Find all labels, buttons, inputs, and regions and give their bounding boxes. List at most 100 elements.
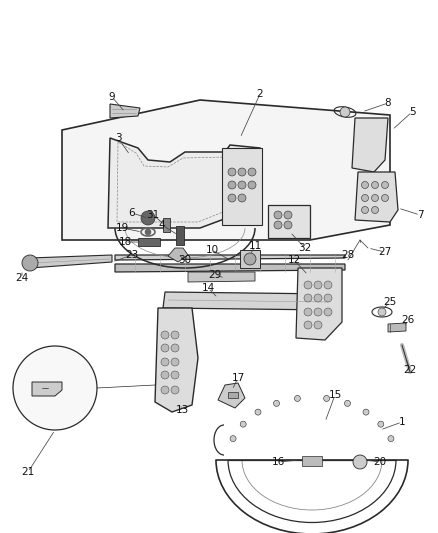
Text: 26: 26 <box>401 315 415 325</box>
Polygon shape <box>163 292 332 310</box>
Text: 10: 10 <box>205 245 219 255</box>
Circle shape <box>171 371 179 379</box>
Polygon shape <box>155 308 198 412</box>
Circle shape <box>171 344 179 352</box>
Polygon shape <box>228 392 238 398</box>
Text: 19: 19 <box>115 223 129 233</box>
Circle shape <box>388 435 394 442</box>
Circle shape <box>228 168 236 176</box>
Circle shape <box>324 281 332 289</box>
Circle shape <box>381 195 389 201</box>
Text: 17: 17 <box>231 373 245 383</box>
Circle shape <box>304 308 312 316</box>
Polygon shape <box>268 205 310 238</box>
Text: 25: 25 <box>383 297 397 307</box>
Polygon shape <box>163 218 170 232</box>
Text: 20: 20 <box>374 457 387 467</box>
Circle shape <box>238 168 246 176</box>
Circle shape <box>304 281 312 289</box>
Circle shape <box>378 421 384 427</box>
Circle shape <box>314 321 322 329</box>
Circle shape <box>171 331 179 339</box>
Circle shape <box>304 294 312 302</box>
Circle shape <box>244 253 256 265</box>
Text: 3: 3 <box>115 133 121 143</box>
Circle shape <box>284 221 292 229</box>
Circle shape <box>161 344 169 352</box>
Text: 15: 15 <box>328 390 342 400</box>
Text: 11: 11 <box>248 241 261 251</box>
Text: 28: 28 <box>341 250 355 260</box>
Text: 1: 1 <box>399 417 405 427</box>
Circle shape <box>340 107 350 117</box>
Polygon shape <box>176 226 184 245</box>
Polygon shape <box>352 118 388 172</box>
Polygon shape <box>388 323 406 332</box>
Text: 21: 21 <box>21 467 35 477</box>
Circle shape <box>274 221 282 229</box>
Circle shape <box>324 308 332 316</box>
Polygon shape <box>62 100 390 240</box>
Polygon shape <box>32 382 62 396</box>
Circle shape <box>371 195 378 201</box>
Polygon shape <box>168 248 188 262</box>
Circle shape <box>171 358 179 366</box>
Text: 4: 4 <box>159 220 165 230</box>
Circle shape <box>238 181 246 189</box>
Circle shape <box>371 182 378 189</box>
Polygon shape <box>188 272 255 282</box>
Circle shape <box>230 435 236 442</box>
Text: 12: 12 <box>287 255 300 265</box>
Circle shape <box>381 182 389 189</box>
Polygon shape <box>222 148 262 225</box>
Circle shape <box>378 308 386 316</box>
Text: 8: 8 <box>385 98 391 108</box>
Polygon shape <box>108 138 262 228</box>
Circle shape <box>363 409 369 415</box>
Text: 27: 27 <box>378 247 392 257</box>
Circle shape <box>274 211 282 219</box>
Text: 18: 18 <box>118 237 132 247</box>
Text: 2: 2 <box>257 89 263 99</box>
Text: 6: 6 <box>129 208 135 218</box>
Circle shape <box>284 211 292 219</box>
Polygon shape <box>30 255 112 268</box>
Circle shape <box>13 346 97 430</box>
Circle shape <box>345 400 350 406</box>
Circle shape <box>141 211 155 225</box>
Circle shape <box>161 331 169 339</box>
Circle shape <box>228 181 236 189</box>
Text: 14: 14 <box>201 283 215 293</box>
Text: 29: 29 <box>208 270 222 280</box>
Circle shape <box>314 294 322 302</box>
Circle shape <box>171 386 179 394</box>
Circle shape <box>371 206 378 214</box>
Circle shape <box>238 194 246 202</box>
Text: 5: 5 <box>409 107 415 117</box>
Circle shape <box>145 229 151 235</box>
Circle shape <box>361 206 368 214</box>
Circle shape <box>361 182 368 189</box>
Circle shape <box>361 195 368 201</box>
Text: 9: 9 <box>109 92 115 102</box>
Circle shape <box>228 194 236 202</box>
Circle shape <box>353 455 367 469</box>
Circle shape <box>161 358 169 366</box>
Polygon shape <box>110 104 140 118</box>
Polygon shape <box>240 250 260 268</box>
Text: 13: 13 <box>175 405 189 415</box>
Polygon shape <box>355 172 398 222</box>
Polygon shape <box>115 255 345 260</box>
Text: 22: 22 <box>403 365 417 375</box>
Polygon shape <box>296 268 342 340</box>
Text: 30: 30 <box>178 255 191 265</box>
Circle shape <box>324 395 329 401</box>
Polygon shape <box>138 238 160 246</box>
Circle shape <box>22 255 38 271</box>
Text: 24: 24 <box>15 273 28 283</box>
Text: 16: 16 <box>272 457 285 467</box>
Circle shape <box>248 181 256 189</box>
Circle shape <box>161 371 169 379</box>
Circle shape <box>248 168 256 176</box>
Circle shape <box>273 400 279 406</box>
